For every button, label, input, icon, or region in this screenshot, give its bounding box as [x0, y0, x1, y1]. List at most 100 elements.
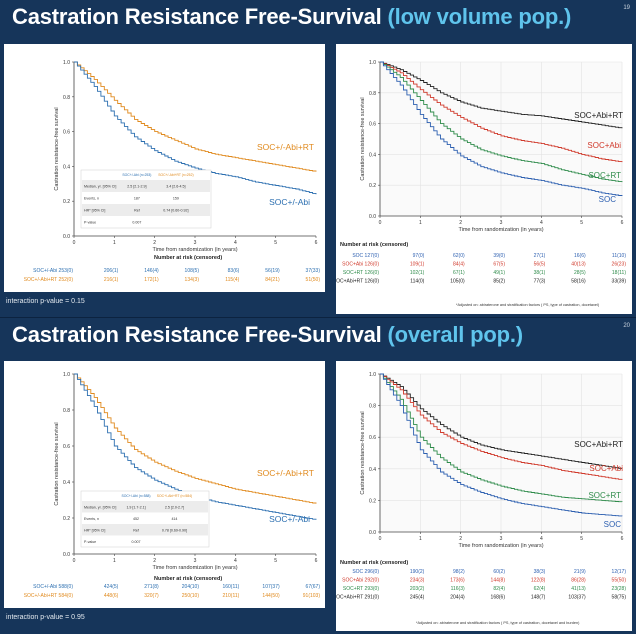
- risk-value: 62(4): [534, 586, 546, 592]
- y-tick-label: 0.6: [63, 444, 70, 450]
- table-row-label: Median, yr. [95% CI]: [84, 505, 116, 509]
- footnote: *Adjusted on: abiraterone and stratifica…: [416, 621, 580, 625]
- y-tick-label: 0.2: [369, 498, 376, 504]
- km-curve-soc: [380, 373, 623, 517]
- x-tick-label: 4: [234, 240, 237, 246]
- risk-value: 210(11): [222, 593, 239, 599]
- y-tick-label: 0.6: [369, 435, 376, 441]
- risk-row-label: SOC+RT 126(0): [343, 270, 379, 276]
- y-tick-label: 0.4: [63, 164, 70, 170]
- x-tick-label: 5: [580, 536, 583, 542]
- table-row-bg: [82, 501, 208, 513]
- risk-value: 12(17): [612, 569, 627, 575]
- risk-value: 204(10): [182, 584, 200, 590]
- table-row-bg: [82, 180, 210, 192]
- risk-value: 160(11): [222, 584, 239, 590]
- risk-table-title: Number at risk (censored): [340, 560, 408, 566]
- y-tick-label: 0.0: [63, 234, 70, 240]
- curve-label: SOC+RT: [588, 171, 621, 180]
- risk-value: 58(16): [571, 279, 586, 285]
- risk-value: 51(50): [306, 277, 321, 283]
- slide-title: Castration Resistance Free-Survival (low…: [12, 4, 572, 29]
- risk-row-label: SOC+Abi+RT 291(0): [336, 595, 379, 601]
- risk-value: 84(21): [265, 277, 280, 283]
- x-tick-label: 0: [379, 220, 382, 226]
- y-tick-label: 0.0: [369, 530, 376, 536]
- risk-value: 114(0): [410, 279, 424, 285]
- risk-value: 56(5): [534, 262, 546, 268]
- risk-table-title: Number at risk (censored): [154, 576, 222, 582]
- risk-row-label: SOC+RT 293(0): [343, 586, 379, 592]
- risk-value: 60(2): [493, 569, 505, 575]
- x-tick-label: 4: [540, 536, 543, 542]
- km-curve-soc-abi: [380, 61, 623, 163]
- risk-value: 62(0): [453, 253, 465, 259]
- risk-row-label: SOC+Abi+RT 126(0): [336, 279, 379, 285]
- x-tick-label: 3: [194, 558, 197, 564]
- table-cell: 0.74 [0.60-0.92]: [163, 209, 188, 213]
- risk-value: 26(23): [612, 262, 627, 268]
- slide-title: Castration Resistance Free-Survival (ove…: [12, 322, 523, 347]
- risk-value: 203(2): [410, 586, 425, 592]
- risk-value: 49(1): [493, 270, 505, 276]
- x-tick-label: 6: [621, 220, 624, 226]
- table-cell: 414: [171, 517, 177, 521]
- risk-row-label: SOC+/-Abi+RT 584(0): [24, 593, 74, 599]
- table-row-label: HR* [95% CI]: [84, 528, 105, 532]
- risk-value: 250(10): [182, 593, 200, 599]
- table-cell: 3.4 [2.6-4.5]: [166, 185, 185, 189]
- risk-value: 122(8): [531, 578, 546, 584]
- hr-table: [80, 490, 210, 548]
- curve-label: SOC+Abi+RT: [574, 111, 623, 120]
- table-cell: 2.5 [2.0-2.7]: [165, 505, 184, 509]
- table-cell: 0.78 [0.69-0.90]: [162, 528, 187, 532]
- risk-value: 190(2): [410, 569, 425, 575]
- x-tick-label: 5: [580, 220, 583, 226]
- y-tick-label: 0.8: [369, 404, 376, 410]
- risk-value: 148(7): [531, 595, 546, 601]
- km-curve-soc-abi-rt: [74, 373, 317, 504]
- table-cell: 159: [173, 197, 179, 201]
- interaction-p-value: interaction p-value = 0.95: [6, 614, 85, 621]
- x-tick-label: 2: [153, 558, 156, 564]
- risk-value: 33(39): [612, 279, 627, 285]
- x-tick-label: 3: [500, 536, 503, 542]
- y-tick-label: 1.0: [369, 60, 376, 66]
- slide-low-volume: Castration Resistance Free-Survival (low…: [4, 4, 632, 314]
- x-tick-label: 1: [419, 220, 422, 226]
- km-chart-right: 0.0 0.2 0.4 0.6 0.8 1.0 0 1 2 3 4 5 6 Time from rando…: [336, 60, 627, 307]
- risk-row-label: SOC+/-Abi+RT 252(0): [24, 277, 74, 283]
- x-tick-label: 6: [315, 240, 318, 246]
- x-tick-label: 0: [73, 558, 76, 564]
- risk-value: 67(1): [453, 270, 465, 276]
- table-cell: 452: [133, 517, 139, 521]
- curve-label: SOC: [599, 195, 617, 204]
- y-tick-label: 0.4: [369, 467, 376, 473]
- risk-value: 98(2): [453, 569, 465, 575]
- curve-label: SOC+Abi: [589, 464, 623, 473]
- risk-value: 85(2): [493, 279, 505, 285]
- km-curve-soc-rt: [380, 373, 623, 503]
- risk-value: 28(5): [574, 270, 586, 276]
- risk-value: 38(3): [534, 569, 546, 575]
- risk-value: 84(4): [453, 262, 465, 268]
- risk-value: 16(6): [574, 253, 586, 259]
- risk-row-label: SOC+/-Abi 253(0): [33, 268, 73, 274]
- table-header-rt: SOC+/-Abi+RT (n=252): [158, 173, 193, 177]
- risk-row-label: SOC+Abi 126(0): [342, 262, 379, 268]
- y-tick-label: 0.0: [63, 552, 70, 558]
- risk-row-label: SOC 127(0): [352, 253, 379, 259]
- risk-value: 56(19): [265, 268, 280, 274]
- risk-value: 234(3): [410, 578, 425, 584]
- right-panel: 0.0 0.2 0.4 0.6 0.8 1.0 0 1 2 3 4 5 6 Time from rando…: [336, 361, 632, 631]
- footnote: *Adjusted on: abiraterone and stratifica…: [456, 303, 600, 307]
- risk-value: 67(5): [493, 262, 505, 268]
- x-tick-label: 2: [459, 220, 462, 226]
- y-tick-label: 0.2: [369, 183, 376, 189]
- table-row-label: P-value: [84, 540, 96, 544]
- x-axis-label: Time from randomization (in years): [152, 247, 237, 253]
- slide-overall: Castration Resistance Free-Survival (ove…: [0, 317, 636, 634]
- table-header-rt: SOC+/-Abi+RT (n=584): [157, 494, 192, 498]
- risk-value: 77(3): [534, 279, 546, 285]
- x-tick-label: 6: [315, 558, 318, 564]
